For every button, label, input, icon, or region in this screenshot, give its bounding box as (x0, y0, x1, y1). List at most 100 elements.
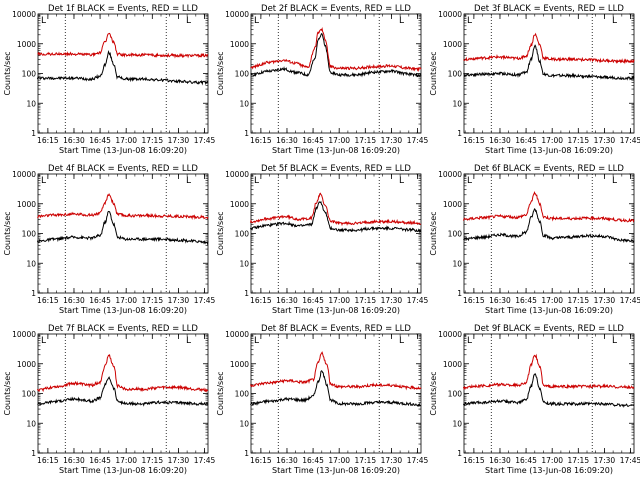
series-line-lld (37, 193, 209, 220)
x-tick-label: 17:30 (381, 456, 403, 465)
x-tick-label: 16:45 (515, 456, 537, 465)
series-line-events (463, 44, 635, 82)
x-tick-label: 17:15 (567, 136, 589, 145)
x-tick-label: 17:45 (620, 456, 640, 465)
x-tick-label: 17:00 (328, 296, 350, 305)
x-tick-label: 17:45 (194, 296, 216, 305)
y-tick-label: 10 (452, 259, 462, 268)
y-tick-label: 10 (239, 419, 249, 428)
series-line-lld (36, 353, 209, 393)
y-tick-label: 1000 (443, 40, 462, 49)
x-tick-label: 17:30 (594, 296, 616, 305)
x-tick-label: 16:30 (63, 296, 85, 305)
x-tick-label: 16:15 (250, 136, 272, 145)
x-tick-label: 17:00 (541, 296, 563, 305)
x-tick-label: 17:45 (407, 456, 429, 465)
x-tick-label: 17:15 (567, 456, 589, 465)
y-tick-label: 10000 (225, 170, 249, 179)
x-tick-label: 16:15 (37, 136, 59, 145)
y-tick-label: 10 (239, 99, 249, 108)
x-tick-label: 16:15 (463, 456, 485, 465)
x-tick-label: 17:00 (328, 456, 350, 465)
y-tick-label: 100 (235, 390, 250, 399)
x-axis-label: Start Time (13-Jun-08 16:09:20) (59, 466, 187, 475)
y-axis-label: Counts/sec (3, 51, 12, 95)
y-axis-label: Counts/sec (216, 371, 225, 415)
x-tick-label: 17:45 (407, 136, 429, 145)
series-line-events (36, 50, 209, 86)
y-tick-label: 1 (244, 129, 249, 138)
corner-mark: L (254, 176, 259, 186)
corner-mark: L (186, 336, 191, 346)
x-tick-label: 16:45 (89, 296, 111, 305)
x-tick-label: 17:00 (115, 296, 137, 305)
x-tick-label: 17:00 (115, 136, 137, 145)
plot-frame (37, 333, 209, 454)
plot-frame (463, 333, 635, 454)
x-tick-label: 17:45 (620, 296, 640, 305)
x-axis-label: Start Time (13-Jun-08 16:09:20) (272, 146, 400, 155)
x-tick-label: 16:30 (276, 296, 298, 305)
y-tick-label: 10000 (438, 170, 462, 179)
x-tick-label: 16:45 (302, 136, 324, 145)
x-tick-label: 16:30 (276, 136, 298, 145)
x-tick-label: 16:30 (63, 136, 85, 145)
series-line-lld (462, 353, 635, 391)
panel-title: Det 1f BLACK = Events, RED = LLD (48, 4, 198, 14)
y-tick-label: 1000 (17, 200, 36, 209)
x-tick-label: 17:30 (381, 296, 403, 305)
x-axis-label: Start Time (13-Jun-08 16:09:20) (272, 306, 400, 315)
y-tick-label: 1 (457, 449, 462, 458)
y-tick-label: 100 (448, 390, 463, 399)
y-tick-label: 10 (26, 259, 36, 268)
corner-mark: L (467, 176, 472, 186)
series-line-events (37, 376, 209, 407)
panel-title: Det 9f BLACK = Events, RED = LLD (474, 324, 624, 334)
x-tick-label: 16:30 (63, 456, 85, 465)
panel-title: Det 5f BLACK = Events, RED = LLD (261, 164, 411, 174)
y-tick-label: 10000 (12, 10, 36, 19)
y-tick-label: 1000 (230, 360, 249, 369)
series-line-lld (250, 26, 422, 73)
y-axis-label: Counts/sec (3, 371, 12, 415)
y-tick-label: 10 (26, 99, 36, 108)
x-tick-label: 16:15 (463, 296, 485, 305)
y-axis-label: Counts/sec (216, 211, 225, 255)
y-tick-label: 10000 (12, 170, 36, 179)
y-tick-label: 1000 (443, 360, 462, 369)
series-line-lld (37, 32, 209, 59)
y-tick-label: 10 (239, 259, 249, 268)
x-tick-label: 17:45 (194, 456, 216, 465)
panel-title: Det 3f BLACK = Events, RED = LLD (474, 4, 624, 14)
y-tick-label: 10000 (438, 330, 462, 339)
corner-mark: L (399, 176, 404, 186)
x-tick-label: 17:30 (594, 136, 616, 145)
y-axis-label: Counts/sec (216, 51, 225, 95)
x-tick-label: 17:30 (381, 136, 403, 145)
y-tick-label: 1000 (230, 40, 249, 49)
y-tick-label: 100 (235, 70, 250, 79)
x-tick-label: 17:15 (354, 136, 376, 145)
y-axis-label: Counts/sec (3, 211, 12, 255)
x-axis-label: Start Time (13-Jun-08 16:09:20) (272, 466, 400, 475)
x-tick-label: 17:15 (141, 136, 163, 145)
corner-mark: L (399, 336, 404, 346)
y-axis-label: Counts/sec (429, 211, 438, 255)
y-tick-label: 1 (31, 289, 36, 298)
y-tick-label: 10000 (225, 330, 249, 339)
x-tick-label: 17:00 (115, 456, 137, 465)
x-tick-label: 16:45 (515, 296, 537, 305)
corner-mark: L (186, 176, 191, 186)
y-tick-label: 1 (457, 129, 462, 138)
y-tick-label: 1 (244, 289, 249, 298)
y-tick-label: 1000 (17, 360, 36, 369)
x-tick-label: 17:15 (141, 296, 163, 305)
corner-mark: L (41, 16, 46, 26)
